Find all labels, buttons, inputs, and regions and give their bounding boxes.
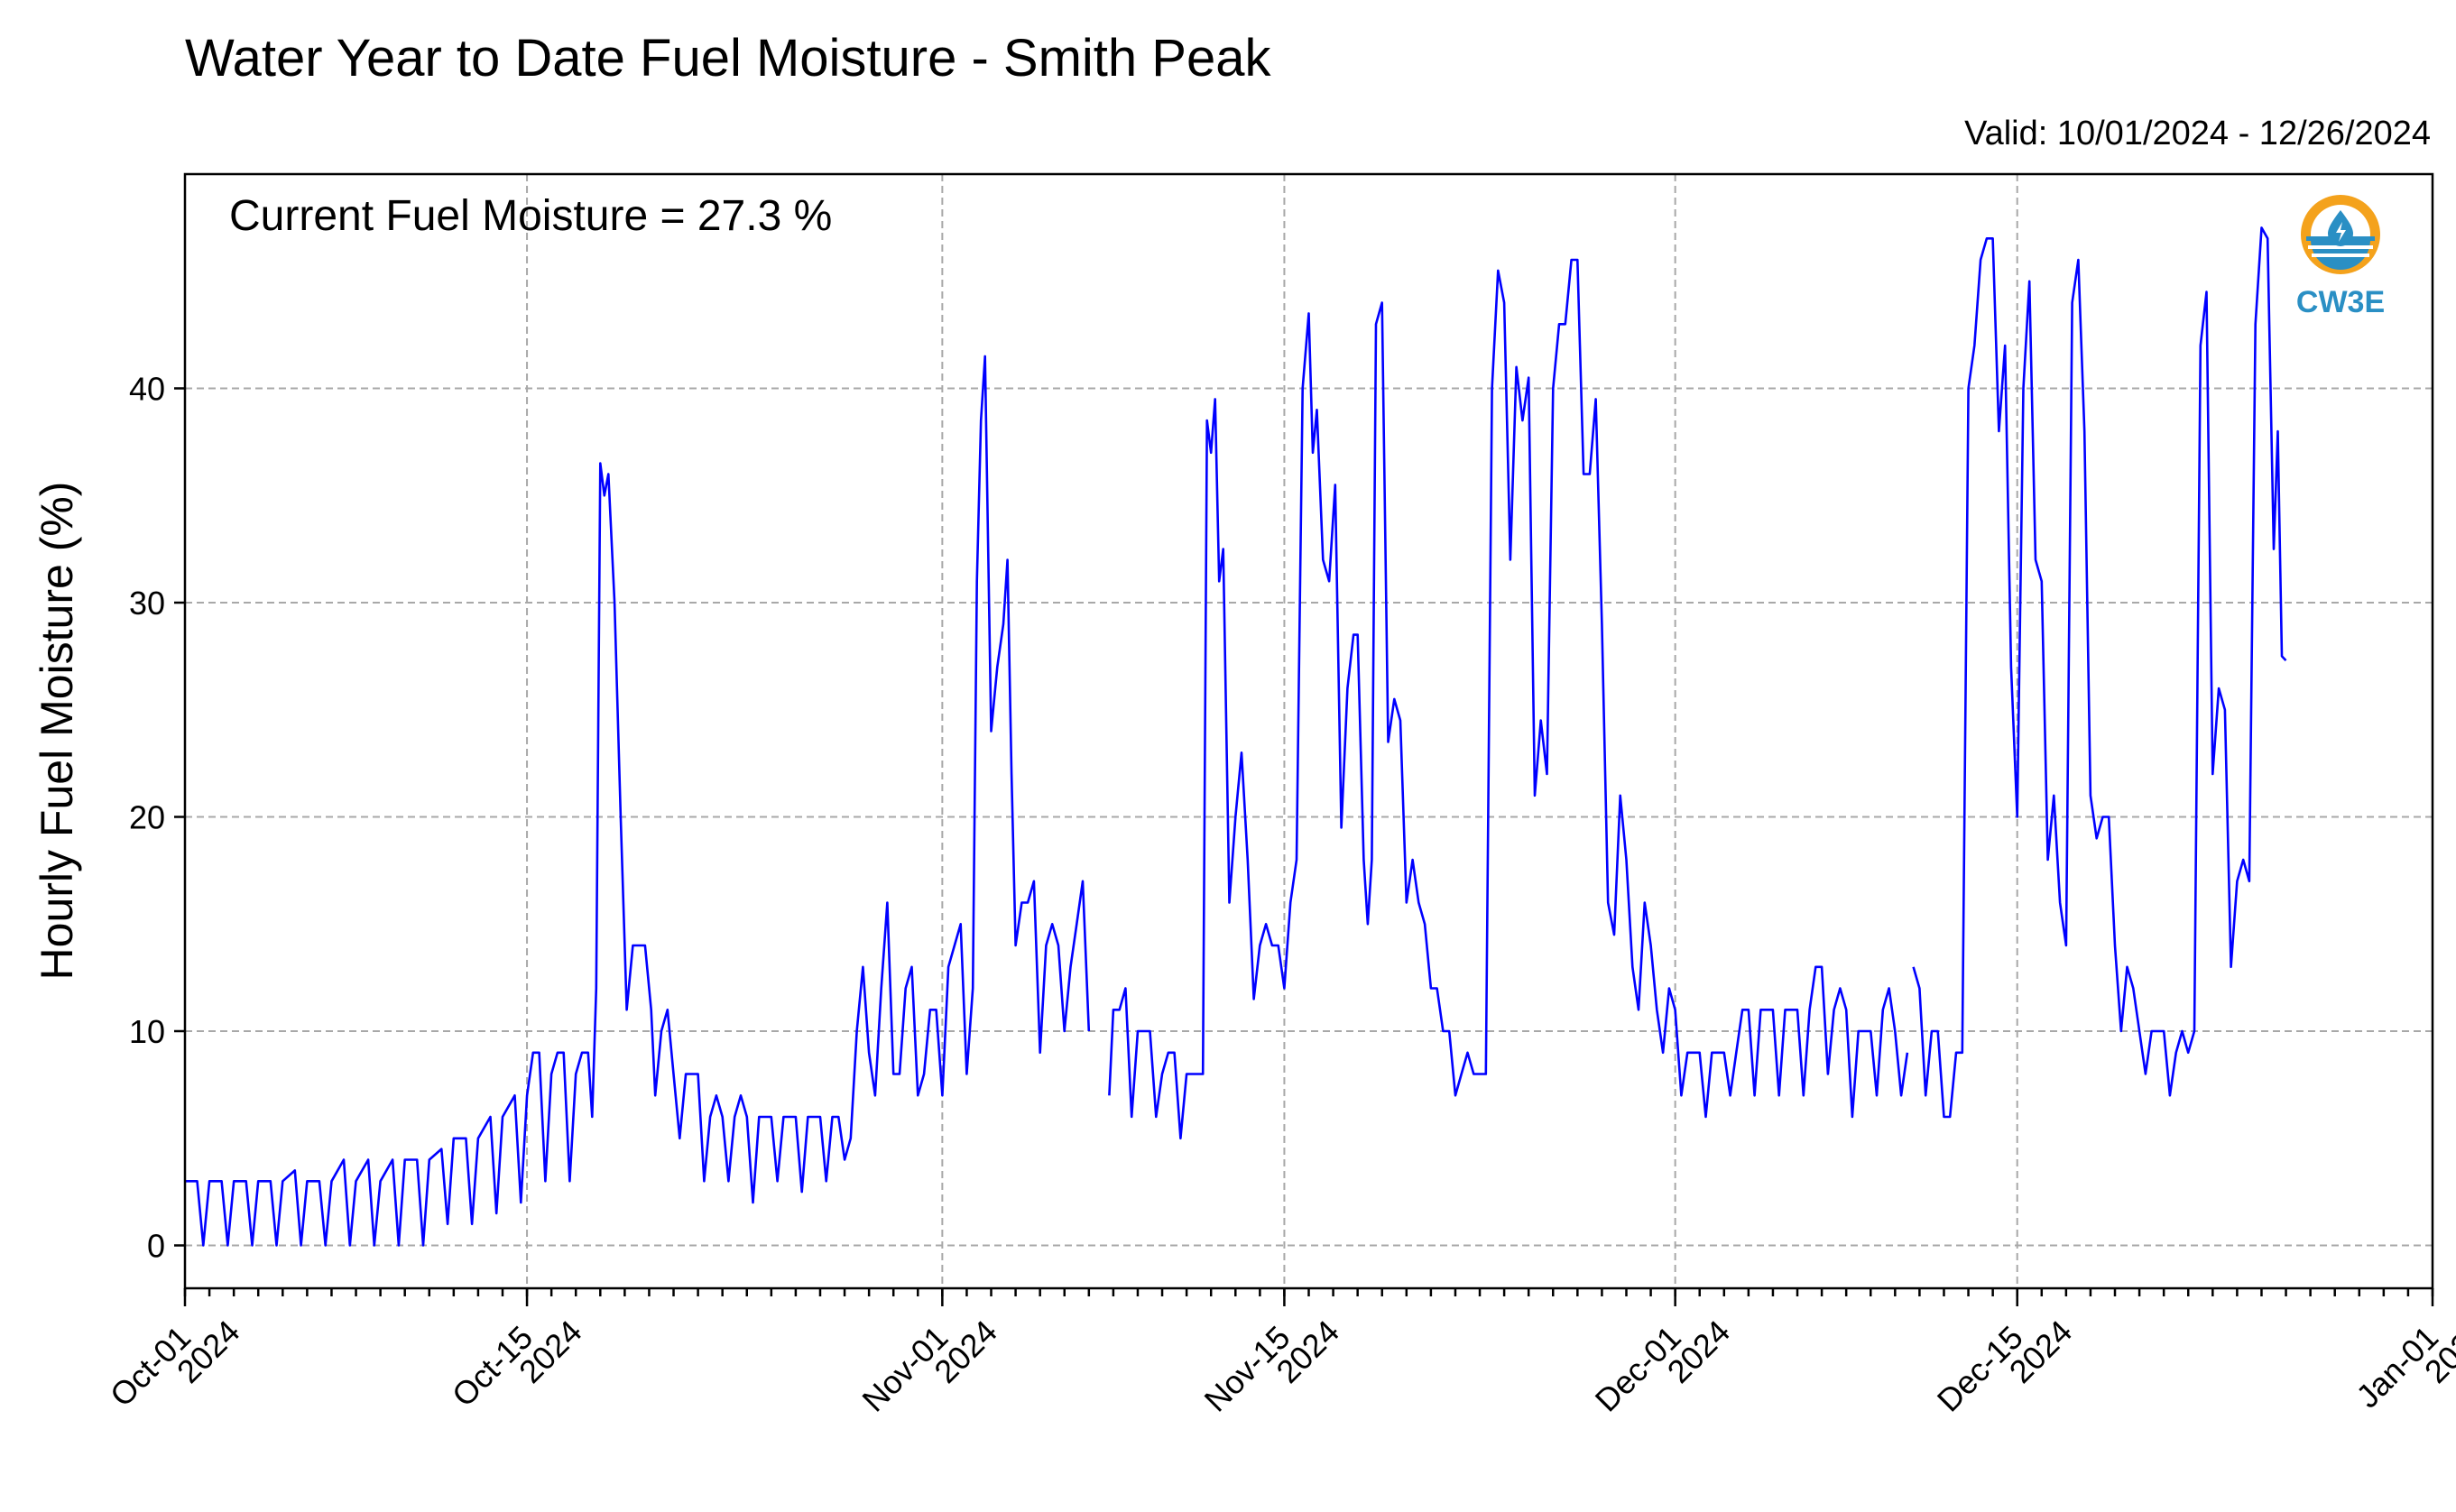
y-tick-label: 40	[129, 371, 165, 408]
x-tick-label-year: 2024	[2002, 1313, 2080, 1390]
x-tick-label-year: 2024	[927, 1313, 1004, 1390]
fuel-moisture-series-line	[1912, 226, 2287, 1119]
chart-title: Water Year to Date Fuel Moisture - Smith…	[185, 29, 1271, 88]
x-tick-label-year: 2024	[1269, 1313, 1346, 1390]
fuel-moisture-series-line	[185, 355, 1091, 1247]
y-tick-label: 20	[129, 799, 165, 836]
x-grid-lines	[526, 174, 2018, 1288]
valid-date-range: Valid: 10/01/2024 - 12/26/2024	[1964, 115, 2431, 152]
svg-text:CW3E: CW3E	[2296, 285, 2385, 319]
cw3e-logo: CW3E	[2296, 195, 2385, 319]
y-tick-label: 0	[147, 1228, 165, 1265]
x-tick-label-year: 2024	[512, 1313, 589, 1390]
y-axis-label: Hourly Fuel Moisture (%)	[32, 482, 82, 981]
x-tick-label-year: 2024	[1660, 1313, 1738, 1390]
data-series	[185, 226, 2287, 1247]
x-tick-label-year: 2024	[170, 1313, 247, 1390]
y-grid-lines	[185, 387, 2433, 1247]
fuel-moisture-series-line	[1108, 258, 1909, 1140]
y-tick-label: 10	[129, 1013, 165, 1050]
y-axis-ticks: 0 10 20 30 40	[129, 371, 185, 1265]
y-tick-label: 30	[129, 585, 165, 622]
current-fuel-moisture-annotation: Current Fuel Moisture = 27.3 %	[229, 192, 832, 240]
